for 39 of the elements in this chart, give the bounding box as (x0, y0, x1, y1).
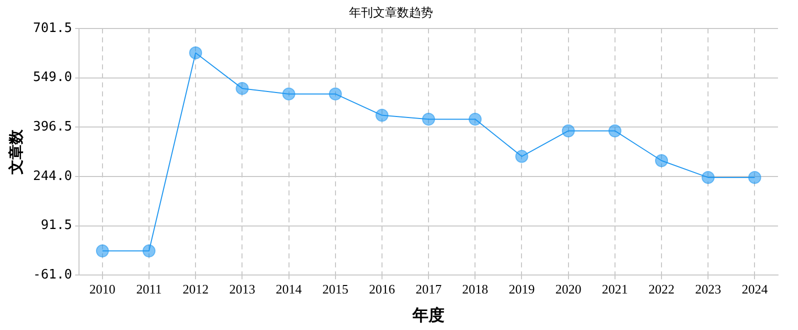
x-tick-label: 2010 (89, 281, 116, 296)
y-tick-label: 701.5 (32, 20, 72, 36)
point (655, 154, 668, 168)
y-tick-label: 91.5 (40, 218, 72, 234)
point (702, 170, 715, 184)
y-tick-label: 549.0 (32, 70, 72, 86)
x-tick-label: 2015 (322, 281, 348, 296)
y-tick-label: 244.0 (32, 168, 72, 184)
chart-title: 年刊文章数趋势 (349, 5, 433, 20)
y-tick-label: -61.0 (32, 268, 72, 283)
x-tick-label: 2019 (508, 281, 535, 296)
point (142, 244, 156, 258)
point (375, 108, 388, 122)
x-tick-label: 2022 (648, 281, 675, 296)
x-tick-label: 2021 (602, 281, 628, 296)
point (515, 150, 528, 163)
y-tick-label: 396.5 (32, 119, 72, 134)
point (282, 87, 296, 100)
x-tick-label: 2023 (695, 281, 722, 296)
x-axis-title: 年度 (412, 306, 445, 325)
point (236, 82, 249, 95)
point (96, 244, 109, 258)
point (328, 87, 342, 100)
x-tick-label: 2020 (555, 281, 582, 296)
point (189, 46, 202, 60)
x-tick-label: 2016 (368, 281, 396, 296)
y-axis-title: 文章数 (6, 128, 25, 176)
point (468, 112, 482, 126)
x-tick-label: 2013 (229, 281, 256, 296)
point (608, 124, 622, 138)
x-tick-label: 2017 (416, 281, 442, 296)
x-tick-label: 2011 (136, 281, 162, 296)
point (748, 170, 762, 184)
x-tick-label: 2014 (276, 281, 302, 296)
x-tick-label: 2018 (462, 281, 488, 296)
point (422, 112, 436, 126)
point (562, 124, 575, 138)
x-tick-label: 2012 (182, 281, 209, 296)
x-tick-label: 2024 (742, 281, 768, 296)
